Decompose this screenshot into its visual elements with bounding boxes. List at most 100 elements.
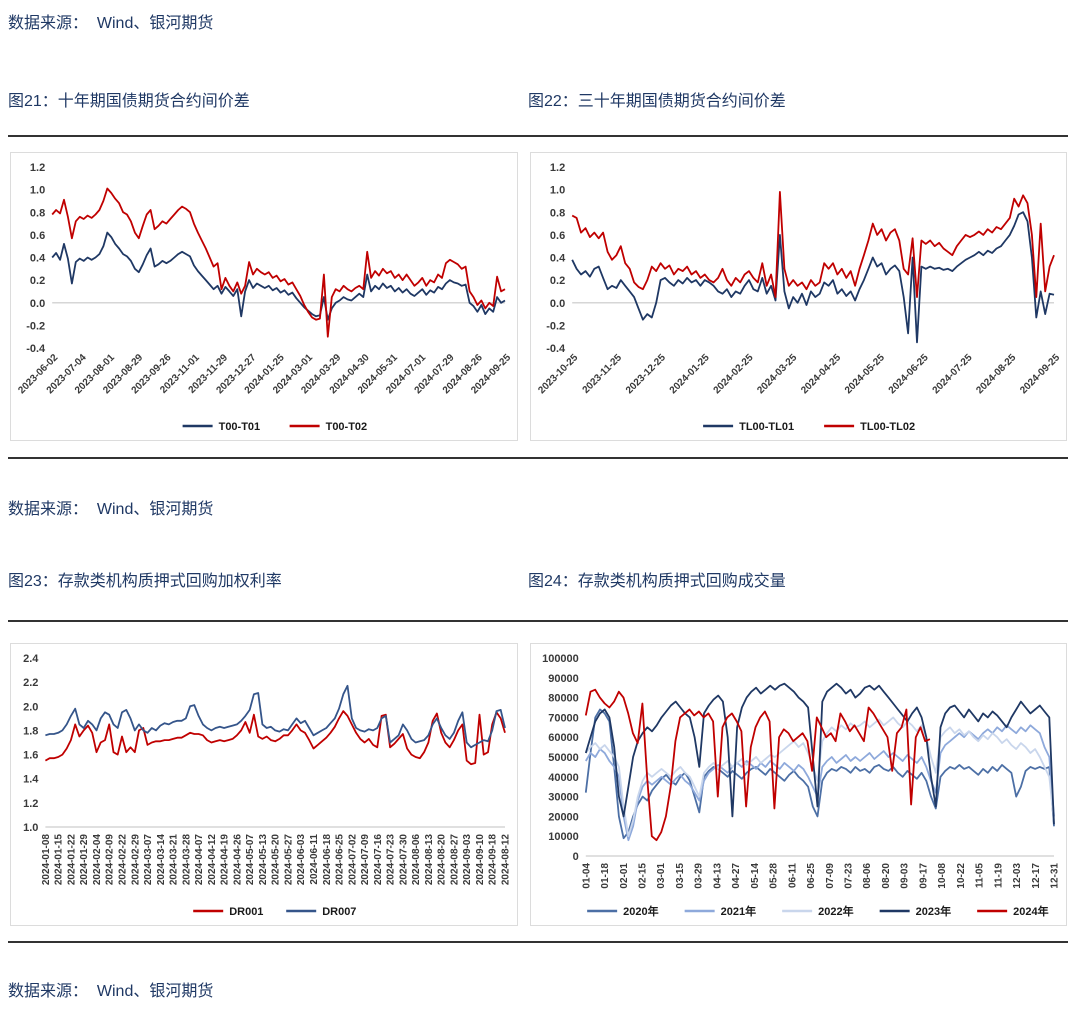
legend-label-DR001: DR001: [229, 906, 263, 918]
legend-label-TL00-TL01: TL00-TL01: [739, 421, 794, 433]
y-tick-label: 40000: [548, 772, 579, 784]
y-tick-label: 1.0: [550, 185, 565, 197]
x-tick-label: 2024-07-02: [347, 834, 358, 886]
x-tick-label: 01-18: [600, 863, 611, 889]
series-T00-T01: [51, 231, 506, 321]
x-tick-label: 11-05: [975, 863, 986, 888]
x-tick-label: 2023-11-25: [581, 352, 625, 396]
data-source-note-top: 数据来源： Wind、银河期货: [8, 15, 214, 32]
figure21-title: 图21：十年期国债期货合约间价差: [8, 93, 250, 110]
figure21-line-chart: 1.21.00.80.60.40.20.0-0.2-0.42023-06-022…: [16, 162, 513, 433]
x-tick-label: 2024-01-29: [79, 834, 90, 886]
x-tick-label: 05-14: [750, 863, 761, 889]
y-tick-label: 1.0: [23, 822, 38, 834]
series-DR001: [44, 710, 506, 766]
legend-label-TL00-TL02: TL00-TL02: [860, 421, 915, 433]
x-tick-label: 2024-06-25: [887, 352, 931, 396]
x-tick-label: 2024-02-04: [92, 834, 103, 886]
x-tick-label: 2024-07-16: [373, 834, 384, 886]
x-tick-label: 08-20: [881, 863, 892, 889]
x-tick-label: 2024-03-21: [169, 834, 180, 886]
y-tick-label: 1.8: [23, 725, 38, 737]
x-tick-label: 2024-07-23: [386, 834, 397, 886]
x-tick-label: 2024-04-26: [232, 834, 243, 886]
x-tick-label: 12-17: [1031, 863, 1042, 889]
data-source-note-bottom: 数据来源： Wind、银河期货: [8, 983, 214, 1000]
legend-label-T00-T02: T00-T02: [326, 421, 368, 433]
y-tick-label: 2.4: [23, 653, 39, 665]
figure22-title: 图22：三十年期国债期货合约间价差: [528, 93, 786, 110]
x-tick-label: 02-15: [637, 863, 648, 889]
x-tick-label: 2024-09-10: [475, 834, 486, 886]
y-tick-label: 0.0: [30, 298, 45, 310]
y-tick-label: 0.6: [550, 230, 565, 242]
x-tick-label: 2024-08-13: [424, 834, 435, 886]
y-tick-label: -0.2: [26, 320, 45, 332]
x-tick-label: 2024-02-22: [118, 834, 129, 886]
x-tick-label: 09-17: [918, 863, 929, 889]
x-tick-label: 2024-08-20: [437, 834, 448, 886]
y-tick-label: 80000: [548, 693, 579, 705]
x-tick-label: 2024-01-15: [54, 834, 65, 886]
y-tick-label: 0.4: [550, 253, 566, 265]
x-tick-label: 08-06: [862, 863, 873, 889]
y-tick-label: 1.0: [30, 185, 45, 197]
x-tick-label: 2024-06-25: [335, 834, 346, 886]
x-tick-label: 2024-09-03: [462, 834, 473, 886]
y-tick-label: 1.2: [30, 162, 45, 174]
separator-rule-1: [8, 135, 1068, 137]
figure23-chart-panel: 2.4 2.2 2.0 1.8 1.6 1.4 1.2 1.0 2024-01-08 2024-0…: [10, 643, 518, 926]
y-tick-label: -0.2: [546, 320, 565, 332]
x-tick-label: 2024-08-25: [974, 352, 1018, 396]
x-tick-label: 2024-06-18: [322, 834, 333, 886]
x-tick-label: 03-15: [675, 863, 686, 889]
figure21-chart-panel: 1.2 1.0 0.8 0.6 0.4 0.2 0.0 -0.2 -0.4 2023-06-02 2…: [10, 152, 518, 441]
x-tick-label: 2024-04-19: [220, 834, 231, 886]
x-tick-label: 2023-12-25: [624, 352, 668, 396]
y-tick-label: 0.6: [30, 230, 45, 242]
x-tick-label: 2024-08-12: [501, 834, 512, 886]
x-tick-label: 09-03: [900, 863, 911, 889]
separator-rule-4: [8, 941, 1068, 943]
x-tick-label: 2024-01-25: [668, 352, 712, 396]
y-tick-label: 1.2: [550, 162, 565, 174]
y-tick-label: 70000: [548, 712, 579, 724]
y-tick-label: 0.4: [30, 253, 46, 265]
series-2024年: [584, 688, 931, 842]
x-tick-label: 04-27: [731, 863, 742, 889]
figure23-title: 图23：存款类机构质押式回购加权利率: [8, 573, 282, 590]
x-tick-label: 2024-03-14: [156, 834, 167, 886]
y-tick-label: 0.2: [550, 275, 565, 287]
x-tick-label: 2024-07-30: [398, 834, 409, 886]
legend-label-T00-T01: T00-T01: [219, 421, 261, 433]
y-tick-label: 0.2: [30, 275, 45, 287]
x-tick-label: 2024-03-07: [143, 834, 154, 886]
x-tick-label: 12-03: [1012, 863, 1023, 889]
x-tick-label: 2024-06-11: [309, 834, 320, 885]
x-tick-label: 2024-07-25: [931, 352, 975, 396]
x-tick-label: 2024-02-29: [130, 834, 141, 886]
y-tick-label: 100000: [542, 653, 579, 665]
x-tick-label: 2024-04-07: [194, 834, 205, 886]
x-tick-label: 2024-09-25: [1018, 352, 1062, 396]
x-tick-label: 2024-08-27: [449, 834, 460, 886]
y-tick-label: 1.2: [23, 798, 38, 810]
y-tick-label: 2.0: [23, 701, 38, 713]
y-tick-label: -0.4: [26, 343, 46, 355]
data-source-note-middle: 数据来源： Wind、银河期货: [8, 501, 214, 518]
x-tick-label: 01-04: [581, 863, 592, 889]
y-tick-label: 30000: [548, 792, 579, 804]
x-tick-label: 11-19: [993, 863, 1004, 888]
legend-label-2023年: 2023年: [916, 904, 951, 918]
y-tick-label: 50000: [548, 752, 579, 764]
y-tick-label: 0.0: [550, 298, 565, 310]
separator-rule-3: [8, 620, 1068, 622]
x-tick-label: 2024-06-03: [296, 834, 307, 886]
figure24-line-chart: 1000009000080000700006000050000400003000…: [542, 653, 1060, 918]
series-2021年: [585, 724, 1055, 842]
x-tick-label: 2024-05-07: [245, 834, 256, 886]
series-T00-T02: [51, 187, 506, 338]
x-tick-label: 03-01: [656, 863, 667, 889]
y-tick-label: -0.4: [546, 343, 566, 355]
